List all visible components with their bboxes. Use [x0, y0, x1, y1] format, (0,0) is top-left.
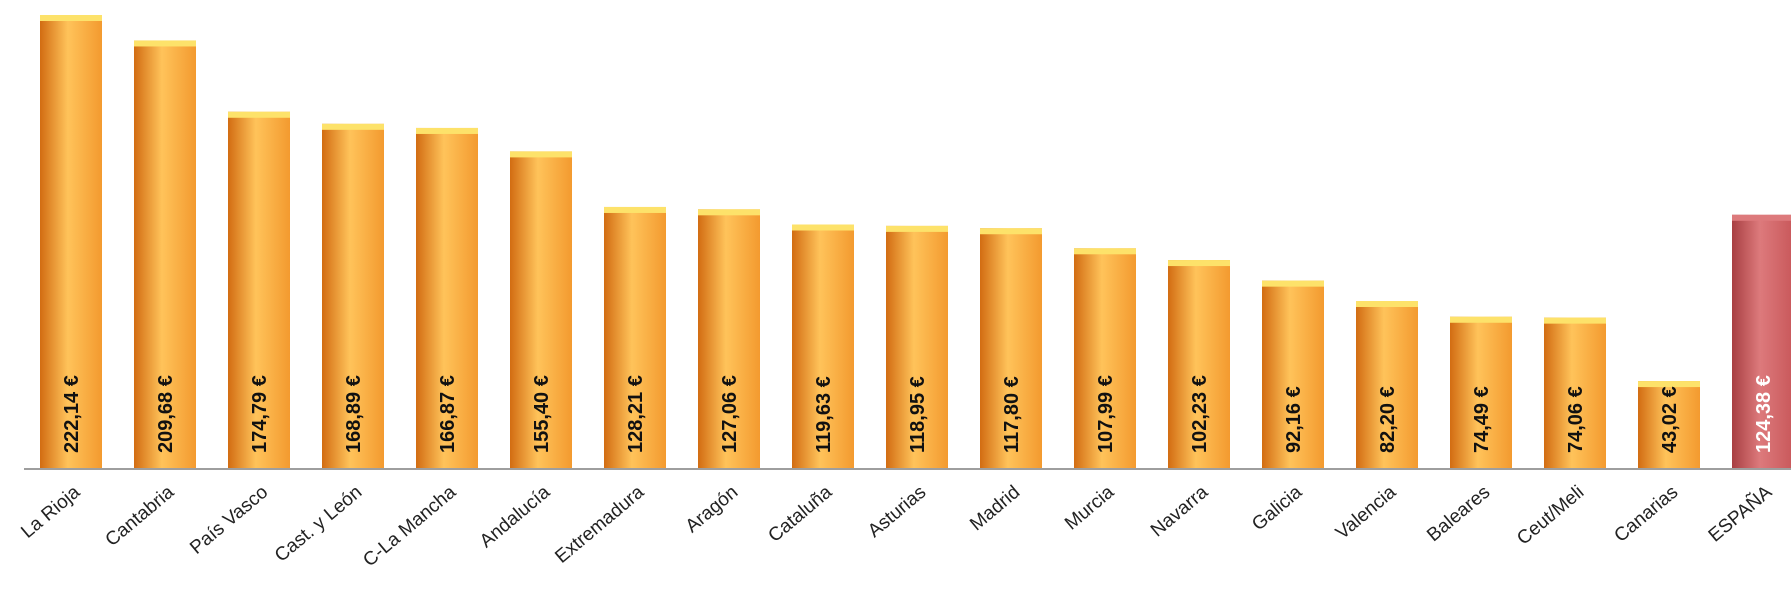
value-label-cataluna: 119,63 €	[813, 376, 835, 453]
bar-pais-vasco	[228, 111, 290, 470]
bar-top-valencia	[1356, 301, 1418, 308]
bar-murcia	[1074, 248, 1136, 469]
category-label-c-la-mancha: C-La Mancha	[359, 481, 460, 571]
bar-top-canarias	[1638, 381, 1700, 388]
value-label-c-la-mancha: 166,87 €	[437, 375, 459, 453]
value-label-murcia: 107,99 €	[1095, 375, 1117, 453]
category-label-espana: ESPAÑA	[1704, 481, 1776, 547]
category-label-cantabria: Cantabria	[102, 481, 179, 550]
category-label-murcia: Murcia	[1061, 481, 1119, 534]
value-label-aragon: 127,06 €	[719, 375, 741, 453]
bar-top-ceut-meli	[1544, 317, 1606, 324]
category-label-navarra: Navarra	[1147, 481, 1213, 541]
bar-espana	[1732, 214, 1791, 469]
bar-ceut-meli	[1544, 317, 1606, 469]
value-label-pais-vasco: 174,79 €	[249, 375, 271, 453]
value-label-cast-y-leon: 168,89 €	[343, 375, 365, 453]
bar-aragon	[698, 209, 760, 469]
category-label-extremadura: Extremadura	[551, 481, 648, 567]
bar-top-c-la-mancha	[416, 127, 478, 134]
bar-top-asturias	[886, 225, 948, 232]
bar-top-baleares	[1450, 316, 1512, 323]
category-label-cast-y-leon: Cast. y León	[271, 482, 366, 567]
bar-valencia	[1356, 301, 1418, 469]
category-label-pais-vasco: País Vasco	[186, 482, 272, 559]
bar-top-galicia	[1262, 280, 1324, 287]
category-label-madrid: Madrid	[966, 482, 1024, 535]
bar-top-andalucia	[510, 151, 572, 158]
bars-group: 222,14 € 209,68 € 174,79 € 168,89 € 166,87 €…	[40, 15, 1791, 470]
value-label-extremadura: 128,21 €	[625, 375, 647, 453]
bar-cantabria	[134, 40, 196, 469]
category-label-andalucia: Andalucía	[476, 481, 555, 552]
bar-top-cataluna	[792, 224, 854, 231]
value-label-baleares: 74,49 €	[1471, 386, 1493, 453]
value-label-ceut-meli: 74,06 €	[1565, 386, 1587, 453]
bar-top-extremadura	[604, 206, 666, 213]
category-label-canarias: Canarias	[1610, 482, 1682, 547]
bar-top-cantabria	[134, 40, 196, 47]
bar-cast-y-leon	[322, 123, 384, 469]
bar-extremadura	[604, 206, 666, 469]
bar-c-la-mancha	[416, 127, 478, 469]
bar-madrid	[980, 228, 1042, 469]
bar-navarra	[1168, 260, 1230, 469]
category-label-galicia: Galicia	[1248, 481, 1306, 535]
category-label-aragon: Aragón	[682, 482, 742, 537]
category-label-asturias: Asturias	[864, 482, 930, 542]
category-label-la-rioja: La Rioja	[17, 481, 84, 542]
value-label-asturias: 118,95 €	[907, 376, 929, 453]
bar-asturias	[886, 225, 948, 469]
bar-andalucia	[510, 151, 572, 470]
value-label-cantabria: 209,68 €	[155, 375, 177, 453]
value-label-madrid: 117,80 €	[1001, 376, 1023, 453]
value-label-galicia: 92,16 €	[1283, 386, 1305, 453]
value-label-valencia: 82,20 €	[1377, 386, 1399, 453]
category-label-cataluna: Cataluña	[764, 481, 836, 546]
value-label-canarias: 43,02 €	[1659, 386, 1681, 453]
bar-top-espana	[1732, 214, 1791, 221]
bar-top-aragon	[698, 209, 760, 216]
bar-baleares	[1450, 316, 1512, 469]
bar-canarias	[1638, 381, 1700, 469]
bar-top-la-rioja	[40, 15, 102, 21]
category-label-ceut-meli: Ceut/Meli	[1513, 482, 1588, 550]
bar-galicia	[1262, 280, 1324, 469]
value-label-andalucia: 155,40 €	[531, 375, 553, 453]
value-label-la-rioja: 222,14 €	[61, 375, 83, 453]
bar-top-navarra	[1168, 260, 1230, 267]
value-label-navarra: 102,23 €	[1189, 375, 1211, 453]
bar-cataluna	[792, 224, 854, 469]
category-label-baleares: Baleares	[1423, 482, 1494, 546]
category-label-valencia: Valencia	[1332, 481, 1401, 543]
value-label-espana: 124,38 €	[1753, 375, 1775, 453]
bar-top-madrid	[980, 228, 1042, 235]
bar-top-pais-vasco	[228, 111, 290, 118]
bar-top-murcia	[1074, 248, 1136, 255]
bar-top-cast-y-leon	[322, 123, 384, 130]
bar-la-rioja	[40, 15, 102, 469]
